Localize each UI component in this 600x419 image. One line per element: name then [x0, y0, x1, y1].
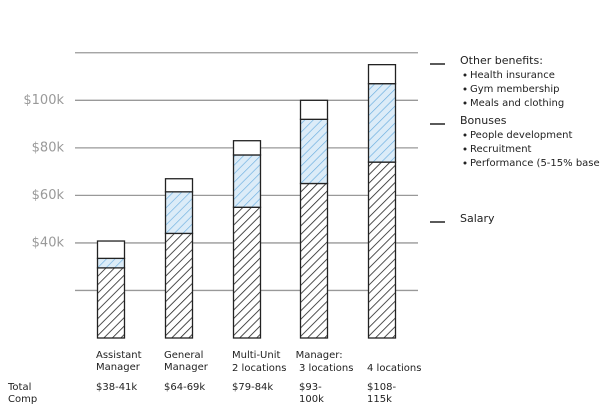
bullet [463, 147, 467, 151]
legend-note: People development [470, 130, 572, 141]
y-tick-label: $100k [23, 93, 64, 108]
bar-segment [96, 257, 126, 269]
total-comp-range: $79-84k [232, 382, 274, 393]
bar-segment [232, 154, 262, 208]
legend-label: Salary [460, 212, 495, 225]
x-tick-label: 4 locations [367, 363, 422, 374]
legend-note: Performance (5-15% base) [470, 158, 600, 169]
bar-segment [232, 206, 262, 339]
bullet [463, 73, 467, 77]
total-comp-range: $64-69k [164, 382, 206, 393]
total-comp-label: Total Comp [8, 382, 38, 405]
bar-segment [96, 267, 126, 339]
y-tick-label: $40k [32, 235, 65, 250]
x-tick-label: General Manager [164, 350, 208, 373]
bullet [463, 133, 467, 137]
legend-label: Other benefits: [460, 54, 543, 67]
total-comp-range: $38-41k [96, 382, 138, 393]
bullet [463, 87, 467, 91]
bar-segment [164, 191, 194, 235]
bullet [463, 101, 467, 105]
bar-segment [164, 232, 194, 339]
bullet [463, 161, 467, 165]
bar-segment [164, 178, 194, 193]
x-tick-label: 3 locations [299, 363, 354, 374]
bar-segment [367, 161, 397, 339]
total-comp-range: $108-115k [367, 382, 397, 405]
bar-segment [96, 240, 126, 260]
group-label: Multi-Unit Manager: [232, 350, 343, 361]
legend-note: Recruitment [470, 144, 532, 155]
bar-segment [232, 140, 262, 156]
total-comp-range: $93-100k [299, 382, 324, 405]
legend-label: Bonuses [460, 114, 507, 127]
x-tick-label: 2 locations [232, 363, 287, 374]
bar-segment [299, 118, 329, 185]
x-tick-label: Assistant Manager [96, 350, 142, 373]
bar-segment [299, 182, 329, 339]
bar-segment [299, 99, 329, 120]
bar-segment [367, 83, 397, 163]
y-tick-label: $80k [32, 140, 65, 155]
y-tick-label: $60k [32, 188, 65, 203]
bar-segment [367, 64, 397, 85]
legend-note: Health insurance [470, 70, 555, 81]
legend-note: Gym membership [470, 84, 560, 95]
legend-note: Meals and clothing [470, 98, 564, 109]
